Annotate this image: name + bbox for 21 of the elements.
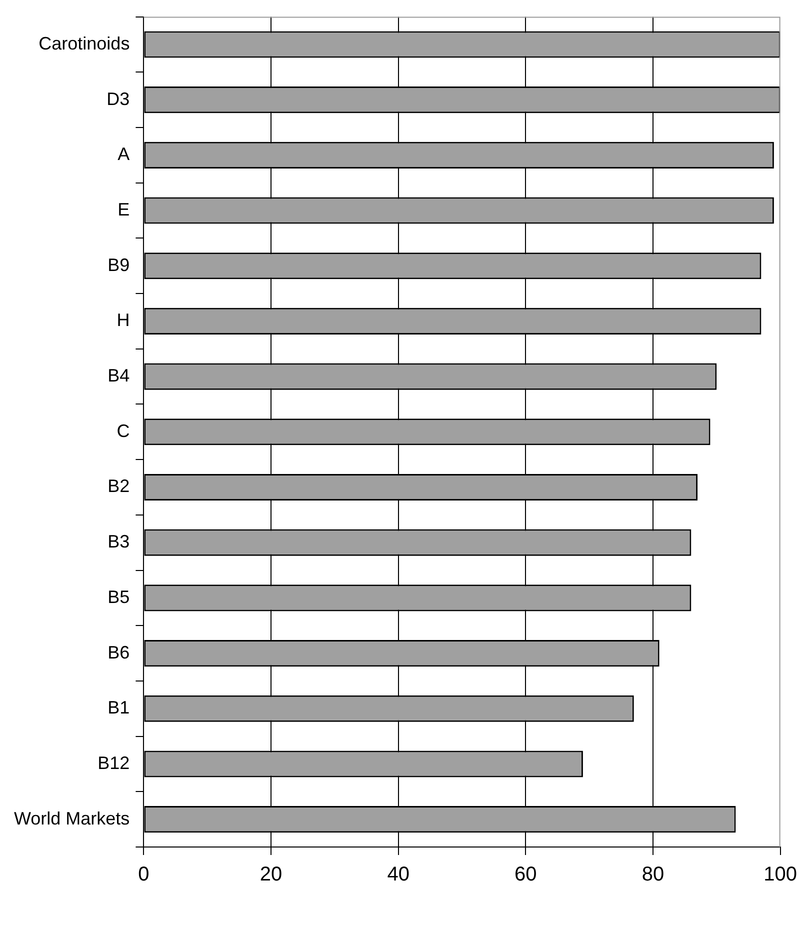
x-tick-label: 100 [764, 864, 798, 886]
x-tick-label: 0 [138, 864, 150, 886]
y-tick-label: B6 [108, 642, 130, 662]
y-tick-label: D3 [106, 88, 130, 109]
y-tick-label: B12 [98, 752, 130, 773]
y-tick-label: B5 [108, 586, 130, 607]
x-tick-label: 40 [387, 864, 410, 886]
y-tick-label: B1 [108, 698, 130, 718]
x-tick-label: 80 [642, 864, 664, 886]
x-tick-label: 60 [514, 864, 537, 886]
y-tick-label: B3 [108, 532, 130, 552]
y-tick-label: Carotinoids [38, 33, 130, 54]
y-tick-label: A [118, 144, 130, 164]
y-tick-label: B2 [108, 476, 130, 496]
y-tick-label: B4 [108, 366, 130, 386]
x-tick-label: 20 [260, 864, 282, 886]
y-tick-label: H [116, 310, 130, 330]
y-tick-label: World Markets [14, 808, 130, 828]
y-tick-label: C [116, 420, 130, 441]
y-tick-label: B9 [108, 254, 130, 275]
y-tick-label: E [118, 199, 130, 220]
